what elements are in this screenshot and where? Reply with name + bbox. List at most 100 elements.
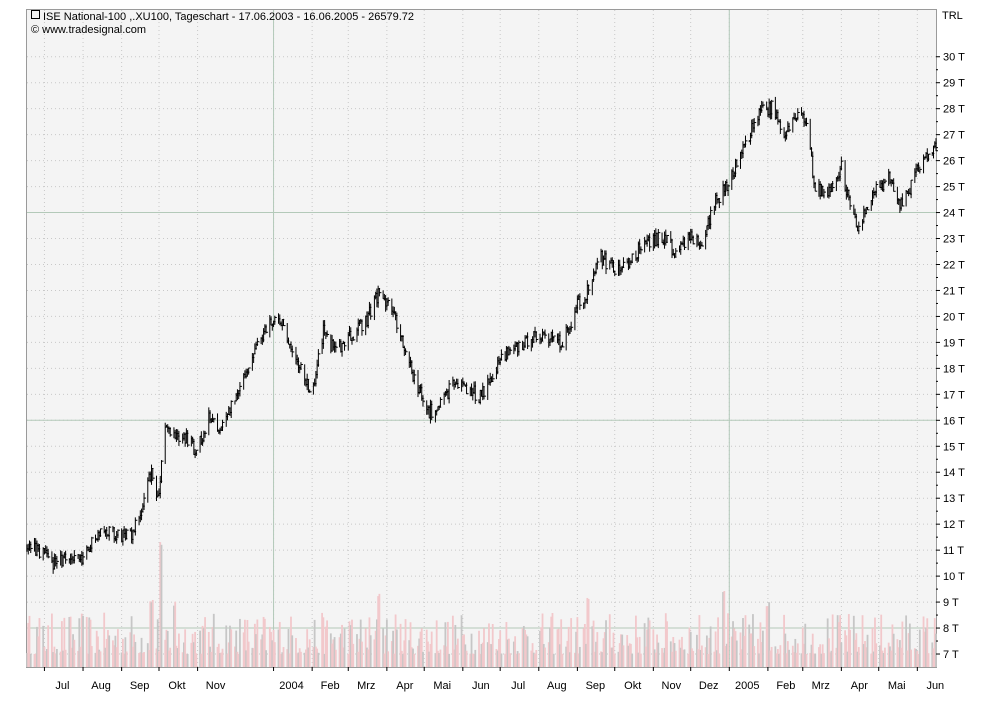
volume-bar (448, 653, 451, 667)
volume-bar (33, 653, 36, 667)
volume-bar (191, 633, 194, 667)
volume-bar (525, 634, 528, 667)
volume-bar (749, 633, 752, 667)
volume-bar (866, 634, 869, 667)
volume-bar (230, 629, 233, 667)
volume-bar (800, 653, 803, 667)
x-tick-label: Sep (586, 680, 606, 692)
volume-bar (865, 647, 868, 667)
volume-bar (62, 650, 65, 667)
volume-bar (140, 637, 143, 667)
volume-bar (314, 646, 317, 667)
volume-bar (192, 642, 195, 667)
volume-bar (199, 630, 201, 667)
volume-bar (573, 652, 576, 667)
volume-bar (795, 652, 798, 667)
volume-bar (794, 638, 797, 667)
volume-bar (94, 652, 97, 667)
volume-bar (268, 626, 271, 667)
x-tick-label: Apr (851, 680, 868, 692)
volume-bar (870, 653, 873, 667)
volume-bar (89, 619, 92, 667)
x-tick-label: 2005 (735, 680, 759, 692)
volume-bar (602, 638, 605, 667)
volume-bar (887, 642, 890, 667)
x-tick-label: Okt (168, 680, 185, 692)
volume-bar (692, 650, 695, 667)
volume-bar (200, 653, 203, 667)
volume-bar (255, 634, 258, 667)
volume-bar (864, 641, 866, 667)
volume-bar (740, 649, 743, 667)
x-tick-label: Mai (433, 680, 451, 692)
volume-bar (146, 643, 149, 667)
volume-bar (818, 647, 820, 667)
volume-bar (313, 619, 316, 667)
volume-bar (556, 629, 559, 667)
x-tick-label: Aug (91, 680, 111, 692)
volume-bar (875, 643, 878, 667)
volume-bar (438, 653, 441, 667)
volume-bar (688, 627, 691, 667)
volume-bar (469, 653, 472, 667)
volume-bar (664, 613, 667, 667)
volume-bar (635, 615, 637, 667)
volume-bar (245, 650, 248, 667)
volume-bar (748, 624, 751, 667)
volume-bar (175, 645, 178, 667)
volume-bar (575, 631, 578, 667)
volume-bar (80, 613, 83, 667)
volume-bar (307, 647, 310, 667)
volume-bar (155, 648, 158, 667)
volume-bar (683, 649, 686, 667)
volume-bar (905, 615, 908, 667)
volume-bar (783, 614, 785, 667)
volume-bar (540, 627, 543, 667)
volume-bar (138, 653, 140, 667)
volume-bar (791, 645, 794, 667)
volume-bar (766, 606, 769, 667)
volume-bar (935, 633, 937, 667)
volume-bar (739, 632, 742, 667)
volume-bar (478, 630, 480, 667)
volume-bar (636, 637, 639, 667)
volume-bar (496, 650, 499, 667)
volume-bar (896, 639, 899, 667)
volume-bar (399, 623, 402, 667)
volume-bar (210, 651, 213, 667)
x-tick-label: Feb (321, 680, 340, 692)
volume-bar (108, 635, 111, 667)
volume-bar (622, 645, 625, 667)
volume-bar (343, 628, 346, 667)
volume-bar (262, 616, 265, 667)
volume-bar (784, 633, 787, 667)
volume-bar (393, 653, 396, 667)
volume-bar (578, 646, 581, 667)
volume-bar (394, 614, 397, 667)
volume-bar (59, 651, 62, 667)
volume-bar (891, 624, 894, 667)
volume-bar (585, 643, 587, 667)
volume-bar (725, 643, 728, 667)
volume-bar (856, 651, 859, 667)
volume-bar (352, 643, 355, 667)
y-tick-label: 27 T (943, 130, 965, 142)
volume-bar (95, 630, 98, 667)
volume-bar (674, 650, 677, 667)
volume-bar (451, 615, 454, 667)
volume-bar (759, 622, 762, 667)
volume-bar (322, 617, 325, 667)
volume-bar (133, 634, 135, 667)
volume-bar (121, 638, 124, 667)
volume-bar (631, 653, 634, 667)
volume-bar (334, 649, 337, 667)
x-tick-label: Dez (699, 680, 719, 692)
volume-bar (236, 651, 239, 667)
volume-bar (880, 614, 883, 667)
volume-bar (383, 653, 386, 667)
volume-bar (647, 617, 650, 667)
volume-bar (209, 646, 211, 667)
volume-bar (464, 644, 467, 667)
volume-bar (176, 648, 179, 667)
volume-bar (765, 606, 768, 667)
